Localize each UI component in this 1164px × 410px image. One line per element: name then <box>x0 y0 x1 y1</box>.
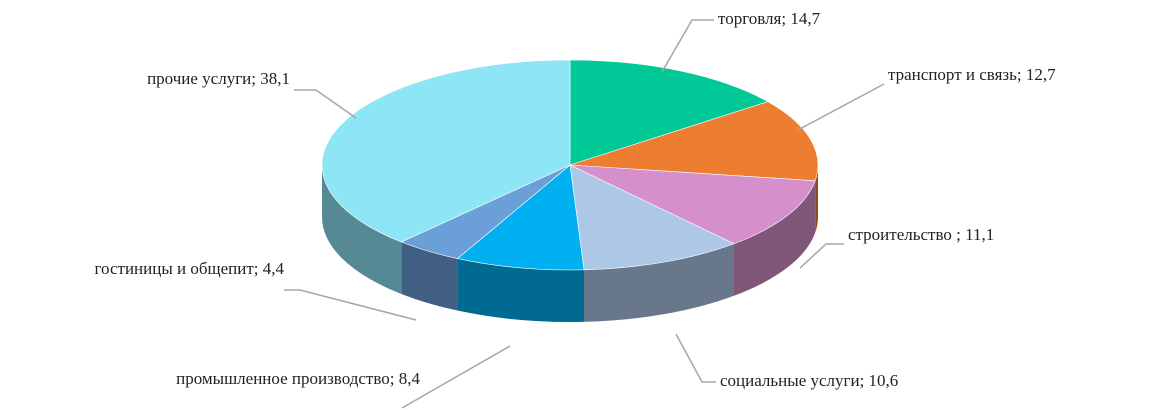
slice-side <box>584 243 735 322</box>
slice-top <box>456 164 585 271</box>
pie-slice <box>569 164 816 245</box>
data-label: социальные услуги; 10,6 <box>720 371 898 390</box>
leader-line <box>294 89 357 119</box>
leader-line <box>799 243 844 269</box>
leader-line <box>661 19 714 73</box>
slice-side <box>322 165 402 294</box>
data-label: торговля; 14,7 <box>718 9 821 28</box>
slice-top <box>569 59 769 166</box>
slice-side <box>815 165 818 233</box>
leader-line <box>284 289 417 321</box>
slice-side <box>457 258 585 322</box>
slice-top <box>321 59 571 243</box>
pie-slice <box>321 59 571 243</box>
data-label: промышленное производство; 8,4 <box>176 369 420 388</box>
pie-slice <box>569 59 769 166</box>
data-label: транспорт и связь; 12,7 <box>888 65 1056 84</box>
data-label: гостиницы и общепит; 4,4 <box>95 259 285 278</box>
pie-slice <box>569 164 735 271</box>
pie-slice <box>456 164 585 271</box>
data-label: прочие услуги; 38,1 <box>147 69 290 88</box>
leader-line <box>401 345 511 409</box>
labels: торговля; 14,7 транспорт и связь; 12,7 стр… <box>95 9 1056 409</box>
slice-top <box>569 101 819 182</box>
data-label: строительство ; 11,1 <box>848 225 994 244</box>
leader-line <box>797 83 885 131</box>
pie-slice <box>569 101 819 182</box>
leader-line <box>675 333 716 383</box>
slice-side <box>401 241 458 311</box>
slice-top <box>569 164 735 271</box>
pie-tops <box>321 59 819 271</box>
slice-top <box>569 164 816 245</box>
